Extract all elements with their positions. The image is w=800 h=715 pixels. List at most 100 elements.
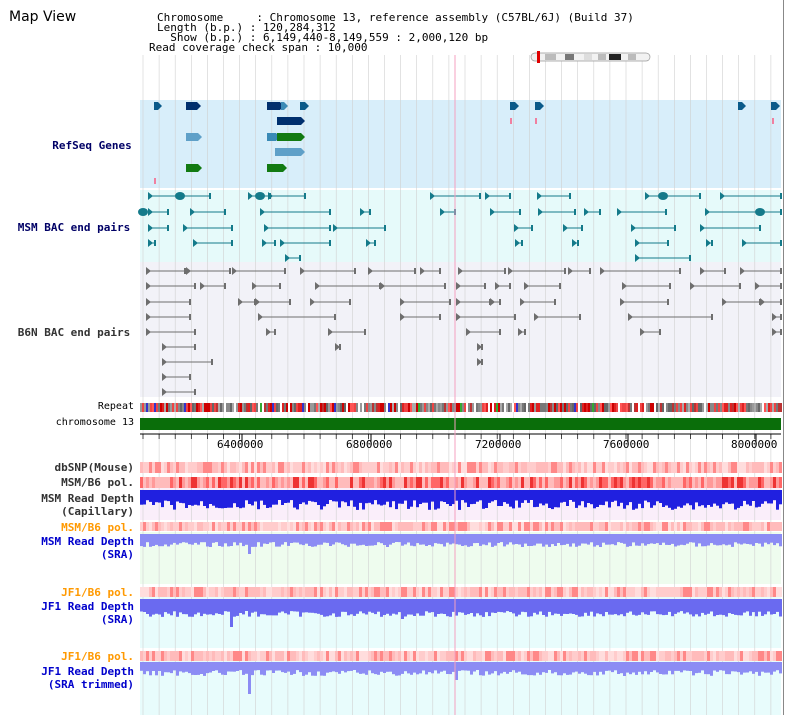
msm-b6-pol-cell-2 [140, 522, 143, 531]
jf1-b6-pol-cell-2 [530, 651, 533, 661]
msm-bac-bg [140, 190, 781, 262]
msm-bac-pair-end [248, 192, 253, 200]
jf1-b6-pol-cell [752, 587, 755, 597]
msm-b6-pol-cell [185, 477, 188, 488]
jf1-depth-trim-bar [422, 662, 425, 671]
jf1-b6-pol-cell [758, 587, 761, 597]
b6n-bac-pair-end [279, 283, 281, 289]
jf1-b6-pol-cell-2 [155, 651, 158, 661]
msm-depth-sra-bar [644, 534, 647, 546]
dbsnp-cell [764, 462, 767, 473]
msm-bac-label[interactable]: MSM BAC end pairs [17, 221, 131, 234]
jf1-depth-sra-bar [776, 599, 779, 612]
msm-depth-sra-bar [758, 534, 761, 544]
dbsnp-cell [209, 462, 212, 473]
jf1-b6-pol-cell [467, 587, 470, 597]
jf1-b6-pol-cell [455, 587, 458, 597]
b6n-bac-pair-end [559, 283, 561, 289]
b6n-bac-pair-end [364, 329, 366, 335]
b6n-bac-pair-end [600, 267, 605, 275]
b6n-bac-pair-end [514, 314, 516, 320]
repeat-segment [558, 403, 560, 412]
jf1-depth-trim-bar [491, 662, 494, 674]
chromosome-ideogram[interactable] [530, 51, 651, 63]
msm-depth-capillary-bar [200, 490, 203, 502]
msm-depth-capillary-bar [593, 490, 596, 509]
dbsnp-cell [440, 462, 443, 473]
jf1-depth-sra-bar [581, 599, 584, 617]
repeat-segment [310, 403, 312, 412]
msm-b6-pol-cell [548, 477, 551, 488]
msm-depth-sra-bar [500, 534, 503, 543]
jf1-b6-pol-cell [266, 587, 269, 597]
msm-b6-pol-cell-2 [635, 522, 638, 531]
msm-depth-sra-bar [683, 534, 686, 546]
msm-b6-pol-cell [470, 477, 473, 488]
repeat-segment [364, 403, 366, 412]
jf1-depth-sra-bar [215, 599, 218, 614]
dbsnp-cell [383, 462, 386, 473]
msm-depth-sra-bar [518, 534, 521, 545]
msm-b6-pol-cell-2 [719, 522, 722, 531]
jf1-b6-pol-cell-2 [713, 651, 716, 661]
jf1-b6-pol-cell-2 [566, 651, 569, 661]
msm-depth-capillary-bar [488, 490, 491, 503]
repeat-segment [650, 403, 652, 412]
jf1-b6-pol-cell [605, 587, 608, 597]
jf1-b6-pol-cell [356, 587, 359, 597]
repeat-segment [182, 403, 184, 412]
msm-depth-sra-bar [617, 534, 620, 543]
msm-bac-pair-end [706, 239, 711, 247]
repeat-segment [746, 403, 748, 412]
jf1-depth-sra-bar [206, 599, 209, 615]
jf1-b6-pol-cell [452, 587, 455, 597]
jf1-b6-pol-cell-2 [617, 651, 620, 661]
repeat-segment [580, 403, 582, 412]
dbsnp-cell [275, 462, 278, 473]
b6n-bac-pair-end [194, 329, 196, 335]
repeat-segment [354, 403, 356, 412]
b6n-bac-track[interactable] [146, 267, 782, 396]
repeat-segment [722, 403, 724, 412]
dbsnp-cell [503, 462, 506, 473]
refseq-genes-track[interactable] [154, 102, 780, 184]
msm-b6-pol-cell-2 [341, 522, 344, 531]
jf1-depth-trim-bar [419, 662, 422, 674]
vertical-scrollbar[interactable] [784, 0, 800, 715]
jf1-b6-pol-cell [140, 587, 143, 597]
repeat-segment [318, 403, 320, 412]
msm-b6-pol-cell [572, 477, 575, 488]
jf1-b6-pol-cell-2 [650, 651, 653, 661]
refseq-genes-label[interactable]: RefSeq Genes [52, 139, 132, 152]
repeat-segment [240, 403, 242, 412]
msm-b6-pol-cell [614, 477, 617, 488]
jf1-b6-pol-cell [509, 587, 512, 597]
repeat-segment [622, 403, 624, 412]
dbsnp-cell [557, 462, 560, 473]
msm-depth-capillary-bar [707, 490, 710, 505]
msm-b6-pol-cell [647, 477, 650, 488]
msm-b6-pol-cell-2 [569, 522, 572, 531]
jf1-depth-trim-bar [626, 662, 629, 673]
repeat-segment [752, 403, 754, 412]
jf1-b6-pol-cell [695, 587, 698, 597]
msm-bac-track[interactable] [138, 192, 782, 262]
jf1-depth-sra-bar [626, 599, 629, 613]
repeat-segment [476, 403, 478, 412]
repeat-segment [772, 403, 774, 412]
jf1-depth-sra-bar [419, 599, 422, 616]
jf1-depth-trim-bar [260, 662, 263, 675]
dbsnp-cell [200, 462, 203, 473]
msm-depth-capillary-bar [680, 490, 683, 508]
b6n-bac-pair-end [640, 328, 645, 336]
b6n-bac-label[interactable]: B6N BAC end pairs [17, 326, 131, 339]
jf1-depth-trim-bar [554, 662, 557, 673]
msm-depth-capillary-bar [353, 490, 356, 507]
msm-b6-pol-cell-2 [527, 522, 530, 531]
msm-depth-capillary-bar [584, 490, 587, 508]
repeat-segment [728, 403, 730, 412]
msm-b6-pol-cell-2 [269, 522, 272, 531]
axis-tick-label: 7200000 [475, 438, 521, 451]
msm-bac-pair-end [514, 224, 519, 232]
